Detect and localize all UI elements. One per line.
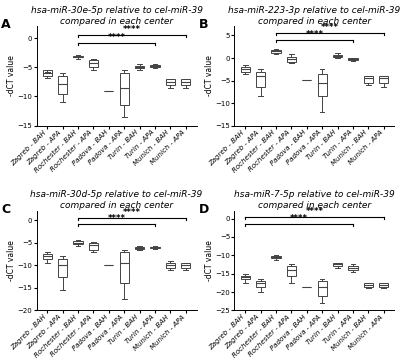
- PathPatch shape: [58, 76, 67, 94]
- PathPatch shape: [135, 66, 144, 68]
- PathPatch shape: [74, 56, 83, 58]
- Y-axis label: -dCT value: -dCT value: [7, 56, 16, 96]
- Y-axis label: -dCT value: -dCT value: [205, 240, 214, 281]
- PathPatch shape: [74, 241, 83, 244]
- Text: ****: ****: [306, 207, 324, 216]
- PathPatch shape: [333, 264, 342, 266]
- Text: ****: ****: [123, 208, 141, 217]
- PathPatch shape: [181, 79, 190, 85]
- Y-axis label: -dCT value: -dCT value: [7, 240, 16, 281]
- Y-axis label: -dCT value: -dCT value: [205, 56, 214, 96]
- PathPatch shape: [241, 67, 250, 72]
- PathPatch shape: [166, 79, 175, 85]
- Title: hsa-miR-30e-5p relative to cel-miR-39
compared in each center: hsa-miR-30e-5p relative to cel-miR-39 co…: [30, 5, 202, 25]
- PathPatch shape: [256, 72, 265, 87]
- PathPatch shape: [43, 254, 52, 258]
- PathPatch shape: [166, 263, 175, 268]
- PathPatch shape: [120, 73, 129, 105]
- Text: ****: ****: [123, 25, 141, 34]
- Text: ****: ****: [108, 214, 126, 223]
- PathPatch shape: [181, 263, 190, 268]
- PathPatch shape: [43, 70, 52, 76]
- Text: C: C: [1, 203, 10, 216]
- PathPatch shape: [318, 74, 327, 96]
- Title: hsa-miR-223-3p relative to cel-miR-39
compared in each center: hsa-miR-223-3p relative to cel-miR-39 co…: [228, 5, 400, 25]
- PathPatch shape: [89, 243, 98, 250]
- Text: ****: ****: [290, 214, 308, 223]
- PathPatch shape: [120, 252, 129, 283]
- PathPatch shape: [348, 266, 358, 270]
- Text: ****: ****: [321, 23, 339, 32]
- PathPatch shape: [287, 266, 296, 276]
- Title: hsa-miR-7-5p relative to cel-miR-39
compared in each center: hsa-miR-7-5p relative to cel-miR-39 comp…: [234, 190, 395, 210]
- Text: D: D: [199, 203, 210, 216]
- PathPatch shape: [379, 76, 388, 83]
- PathPatch shape: [271, 50, 281, 52]
- PathPatch shape: [287, 57, 296, 62]
- PathPatch shape: [150, 247, 160, 248]
- Text: B: B: [199, 19, 209, 32]
- PathPatch shape: [58, 258, 67, 277]
- Text: ****: ****: [108, 33, 126, 42]
- PathPatch shape: [241, 276, 250, 279]
- Text: ****: ****: [306, 30, 324, 39]
- PathPatch shape: [333, 55, 342, 57]
- Title: hsa-miR-30d-5p relative to cel-miR-39
compared in each center: hsa-miR-30d-5p relative to cel-miR-39 co…: [30, 190, 203, 210]
- PathPatch shape: [364, 76, 373, 83]
- PathPatch shape: [150, 65, 160, 67]
- PathPatch shape: [348, 59, 358, 60]
- PathPatch shape: [379, 283, 388, 286]
- PathPatch shape: [135, 247, 144, 249]
- PathPatch shape: [256, 281, 265, 286]
- PathPatch shape: [89, 60, 98, 67]
- PathPatch shape: [271, 256, 281, 258]
- PathPatch shape: [318, 281, 327, 296]
- Text: A: A: [1, 19, 11, 32]
- PathPatch shape: [364, 283, 373, 286]
